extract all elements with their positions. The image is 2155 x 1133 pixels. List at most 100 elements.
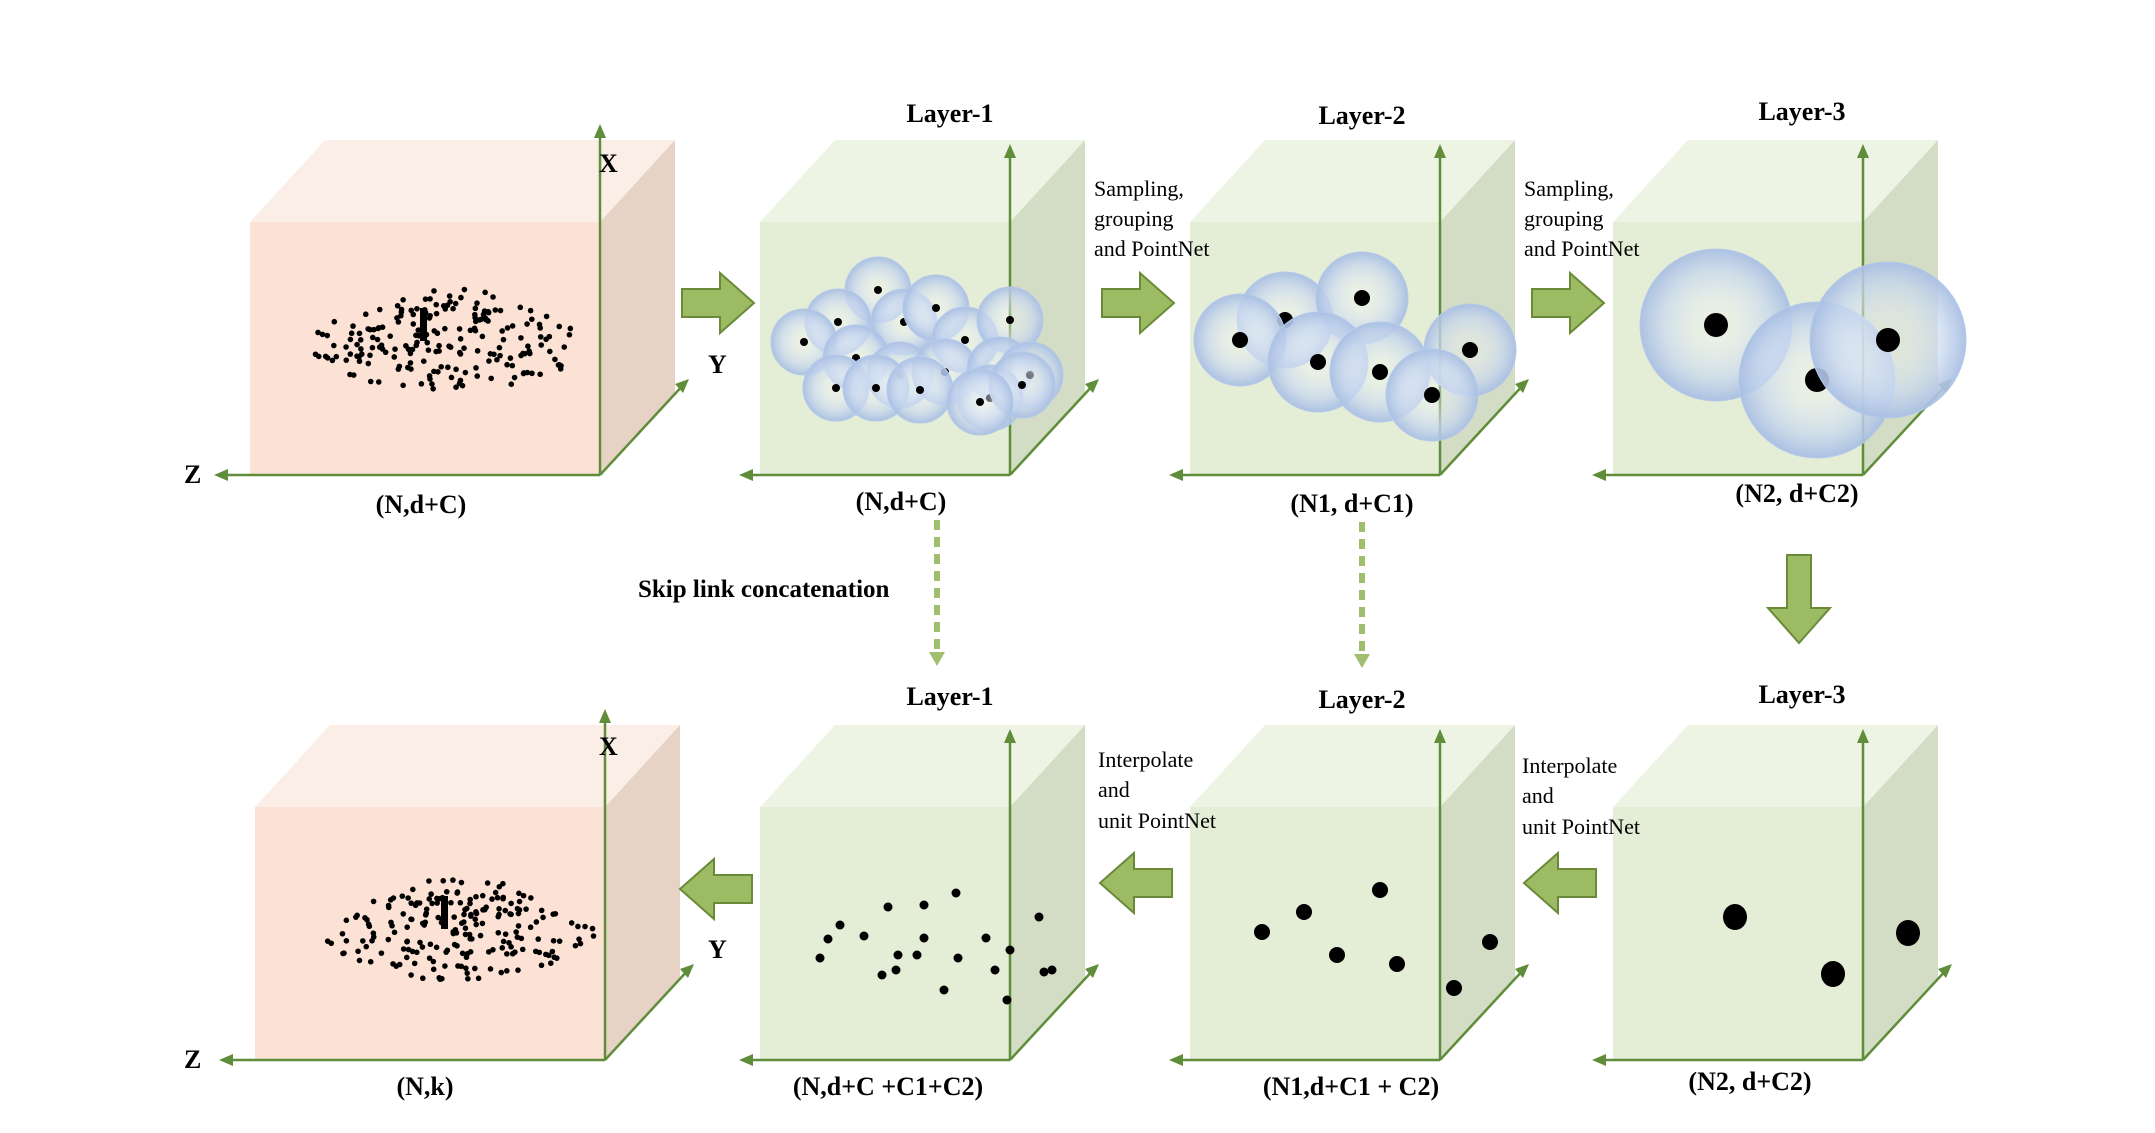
axis-z-arrowhead (739, 1054, 753, 1066)
axis-y-line (1439, 382, 1526, 476)
point-cloud-dot (409, 948, 416, 955)
point-cloud-dot (451, 941, 458, 948)
cube-side-face (605, 725, 680, 1060)
point-cloud-dot (405, 895, 411, 901)
centroid-dot (1372, 364, 1388, 380)
point-cloud-dot (513, 929, 519, 935)
point-cloud-dot (430, 385, 436, 392)
point-cloud-dot (445, 364, 451, 371)
cubes-layer (214, 124, 1967, 1066)
svg-text:and: and (1098, 777, 1130, 802)
point-cloud-dot (525, 343, 531, 349)
point-cloud-dot (478, 316, 484, 323)
point-cloud-dot (385, 902, 392, 909)
axis-z-arrowhead (1169, 469, 1183, 481)
centroid-dot (976, 398, 984, 406)
point-cloud-dot (552, 910, 559, 917)
bottom-layer-3-title: Layer-3 (1758, 680, 1845, 709)
cube-top-face (1190, 140, 1515, 222)
svg-text:and PointNet: and PointNet (1524, 236, 1640, 261)
point-cloud-dot (482, 906, 488, 913)
point-cloud-dot (427, 296, 433, 302)
point-cloud-dot (540, 914, 546, 921)
axis-x-arrowhead (1004, 144, 1016, 158)
point-cloud-dot (430, 966, 437, 973)
axis-z-arrowhead (1592, 1054, 1606, 1066)
point-cloud-dot (572, 942, 579, 949)
bottom-layer-1-caption: (N,d+C +C1+C2) (793, 1072, 983, 1101)
point-cloud-dot (408, 916, 414, 923)
point-cloud-dot (437, 976, 443, 983)
flow-arrow-layer-1-to-layer-2 (1101, 270, 1176, 336)
point-cloud-dot (462, 906, 468, 913)
point-cloud-dot (467, 327, 474, 334)
point-cloud-dot (434, 900, 440, 906)
point-cloud-dot (315, 329, 321, 336)
point-cloud-dot (479, 892, 486, 899)
axis-y-label-top: Y (708, 350, 727, 379)
point-cloud-dot (461, 911, 467, 918)
point-cloud-dot (484, 317, 490, 323)
point-cloud-dot (433, 944, 440, 951)
decoder-point (1254, 924, 1270, 940)
centroid-dot (961, 336, 969, 344)
point-cloud-dot (492, 889, 499, 896)
point-cloud-dot (463, 965, 469, 971)
point-cloud-dot (500, 336, 507, 343)
point-cloud-dot (467, 949, 474, 955)
point-cloud-dot (400, 946, 407, 952)
point-cloud-dot (414, 305, 420, 312)
axis-z-arrowhead (1169, 1054, 1183, 1066)
point-cloud-dot (387, 897, 394, 903)
centroid-dot (1354, 290, 1370, 306)
point-cloud-dot (395, 319, 402, 325)
cube-top-face (760, 140, 1085, 222)
point-cloud-dot (472, 965, 478, 972)
cube-front-face (250, 222, 600, 475)
decoder-point (815, 953, 825, 963)
flow-arrow-layer-1-to-output (678, 856, 753, 922)
point-cloud-dot (461, 345, 467, 352)
point-cloud-dot (516, 898, 523, 905)
point-cloud-dot (425, 347, 432, 353)
cube-side-face (600, 140, 675, 475)
top-layer-1-title: Layer-1 (906, 99, 993, 128)
point-cloud-dot (479, 333, 486, 340)
axis-z-arrowhead (1592, 469, 1606, 481)
point-cloud-dot (422, 912, 429, 918)
point-cloud-dot (545, 952, 552, 959)
axis-x-arrowhead (599, 709, 611, 723)
point-cloud-dot (509, 323, 516, 329)
point-cloud-dot (507, 355, 514, 361)
point-cloud-dot (433, 301, 440, 308)
point-cloud-dot (497, 352, 503, 359)
point-cloud-dot (590, 933, 597, 939)
decoder-point (919, 933, 929, 943)
flow-arrow-layer-2-to-layer-3 (1531, 270, 1606, 336)
point-cloud-dot (420, 975, 426, 982)
point-cloud-dot (447, 344, 454, 350)
cube-top-face (250, 140, 675, 222)
point-cloud-dot (511, 374, 518, 381)
point-cloud-dot (426, 955, 433, 961)
centroid-dot (1232, 332, 1248, 348)
point-cloud-dot (394, 302, 401, 309)
fp-label-2: Interpolate and unit PointNet (1522, 753, 1640, 839)
decoder-layer-1-points (815, 888, 1057, 1005)
point-cloud-dot (426, 878, 432, 884)
decoder-point (1446, 980, 1462, 996)
decoder-point (1821, 961, 1845, 987)
centroid-dot (932, 304, 940, 312)
point-cloud-dot (561, 344, 568, 350)
point-cloud-dot (486, 358, 492, 364)
point-cloud-dot (508, 381, 515, 388)
point-cloud-dot (474, 373, 481, 379)
decoder-point (951, 888, 961, 898)
bottom-output-caption: (N,k) (396, 1072, 453, 1101)
point-cloud-dot (528, 895, 534, 901)
centroid-dot (1704, 313, 1728, 337)
point-cloud-dot (464, 970, 470, 976)
decoder-point (1389, 956, 1405, 972)
axis-z-arrowhead (739, 469, 753, 481)
point-cloud-dot (410, 311, 417, 318)
